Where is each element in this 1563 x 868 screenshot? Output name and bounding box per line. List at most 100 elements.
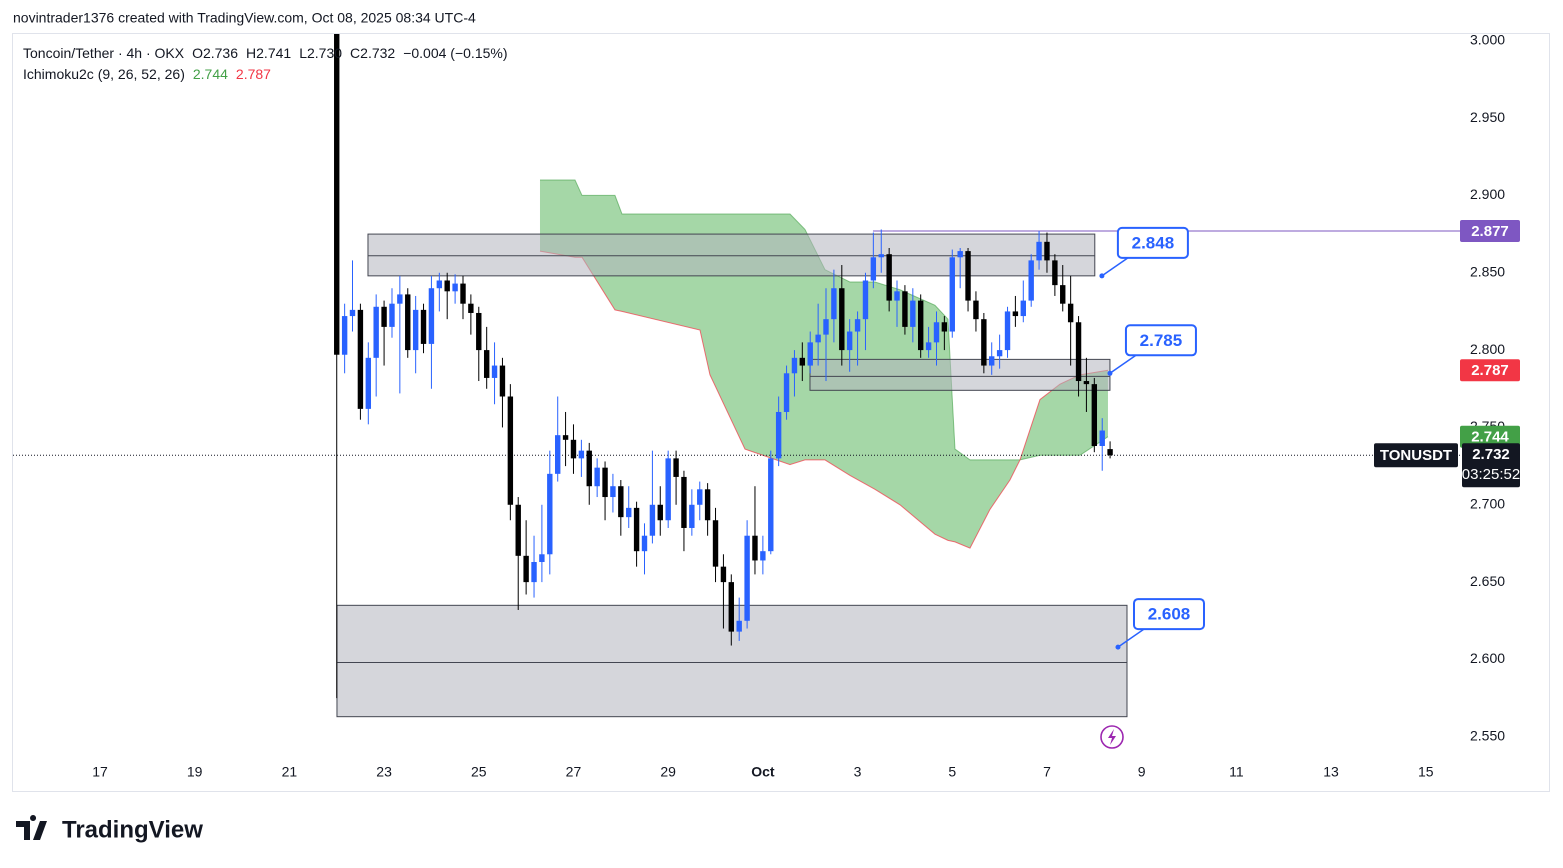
candle-body — [436, 280, 443, 289]
y-tick-label: 2.800 — [1470, 341, 1505, 357]
candle-body — [476, 312, 482, 351]
candle-body — [665, 458, 671, 521]
candle-body — [1091, 384, 1098, 446]
brand-logo[interactable]: TradingView — [16, 815, 203, 843]
candle-body — [933, 322, 940, 343]
candle-body — [752, 535, 758, 561]
candle-body — [357, 309, 364, 409]
candle-body — [641, 535, 648, 552]
span-a-price-label: 2.744 — [1471, 429, 1509, 446]
candle-body — [515, 504, 521, 556]
candle-body — [562, 435, 569, 440]
candle-body — [712, 520, 719, 567]
x-tick-label: 17 — [92, 764, 108, 780]
x-tick-label: 23 — [376, 764, 392, 780]
hline-price-label: 2.877 — [1471, 223, 1509, 240]
candle-body — [681, 476, 687, 528]
candle-body — [428, 288, 435, 344]
candle-body — [1028, 260, 1034, 301]
callout-leader — [1117, 628, 1145, 648]
candle-body — [349, 309, 356, 317]
last-price-label: 2.732 — [1472, 446, 1510, 463]
candle-body — [846, 331, 853, 351]
candle-body — [768, 458, 774, 552]
x-tick-label: 11 — [1229, 764, 1244, 780]
y-tick-label: 2.900 — [1470, 186, 1505, 202]
x-tick-label: 3 — [854, 764, 862, 780]
callout-box — [1124, 324, 1197, 357]
candle-body — [1075, 322, 1082, 382]
candle-body — [839, 288, 845, 351]
x-tick-label: 9 — [1138, 764, 1146, 780]
candle-body — [444, 280, 450, 292]
candle-body — [1060, 285, 1066, 304]
callout-leader — [1109, 354, 1137, 374]
candle-body — [941, 322, 948, 332]
x-tick-label: 7 — [1043, 764, 1051, 780]
change: −0.004 (−0.15%) — [403, 45, 507, 61]
ohlc-label: O — [192, 45, 203, 61]
candle-body — [807, 342, 813, 366]
candle-body — [1044, 241, 1050, 261]
candle-body — [1012, 311, 1019, 317]
candle-body — [594, 467, 600, 487]
candle-body — [507, 396, 514, 505]
candle-body — [831, 288, 837, 320]
x-tick-label: 29 — [660, 764, 676, 780]
x-tick-label: 15 — [1418, 764, 1434, 780]
candle-body — [720, 566, 727, 583]
candle-body — [1107, 449, 1113, 456]
candle-body — [633, 507, 640, 552]
x-tick-label: 5 — [948, 764, 956, 780]
legend-indicator: Ichimoku2c (9, 26, 52, 26) 2.744 2.787 — [23, 66, 271, 82]
y-tick-label: 2.950 — [1470, 109, 1505, 125]
candle-body — [570, 439, 577, 459]
candle-body — [578, 450, 585, 459]
callout-anchor — [1099, 273, 1105, 279]
candle-body — [602, 467, 608, 498]
candle-body — [949, 257, 955, 332]
symbol-label: TONUSDT — [1380, 447, 1452, 464]
ohlc-value: 2.732 — [360, 45, 395, 61]
y-tick-label: 2.850 — [1470, 263, 1505, 279]
candle-body — [341, 316, 348, 355]
symbol-line: Toncoin/Tether · 4h · OKX — [23, 45, 185, 61]
candle-body — [870, 257, 877, 281]
callout-anchor — [1115, 644, 1121, 650]
candle-body — [910, 300, 916, 327]
candle-body — [460, 283, 466, 304]
candle-body — [483, 350, 490, 378]
y-tick-label: 2.700 — [1470, 495, 1505, 511]
candle-body — [744, 535, 750, 621]
candle-body — [547, 473, 553, 555]
candle-body — [783, 373, 790, 412]
ohlc-label: L — [299, 45, 307, 61]
x-tick-label: Oct — [751, 764, 775, 780]
span-b-price-label-box — [1460, 359, 1520, 382]
span-b-price-label: 2.787 — [1471, 362, 1509, 379]
candle-body — [823, 319, 829, 335]
last-price-box — [1462, 443, 1520, 488]
candle-body — [1099, 430, 1105, 446]
zone — [367, 233, 1096, 277]
candle-body — [878, 254, 884, 258]
candle-body — [523, 555, 529, 583]
candle-body — [1083, 381, 1090, 385]
candle-body — [815, 334, 821, 343]
legend-symbol: Toncoin/Tether · 4h · OKX O2.736 H2.741 L2.… — [23, 45, 508, 61]
y-tick-label: 2.650 — [1470, 573, 1505, 589]
candle-body — [365, 357, 372, 409]
candle-body — [989, 356, 995, 366]
candle-body — [981, 319, 987, 366]
candle-body — [389, 303, 395, 327]
candle-body — [373, 306, 379, 358]
candle-body — [586, 450, 592, 487]
candle-body — [618, 486, 624, 518]
callout-anchor — [1107, 370, 1113, 376]
candle-body — [657, 504, 663, 521]
candle-body — [420, 309, 427, 344]
lightning-icon[interactable] — [1100, 725, 1124, 749]
candle-body — [626, 507, 632, 518]
brand-name: TradingView — [62, 816, 203, 843]
